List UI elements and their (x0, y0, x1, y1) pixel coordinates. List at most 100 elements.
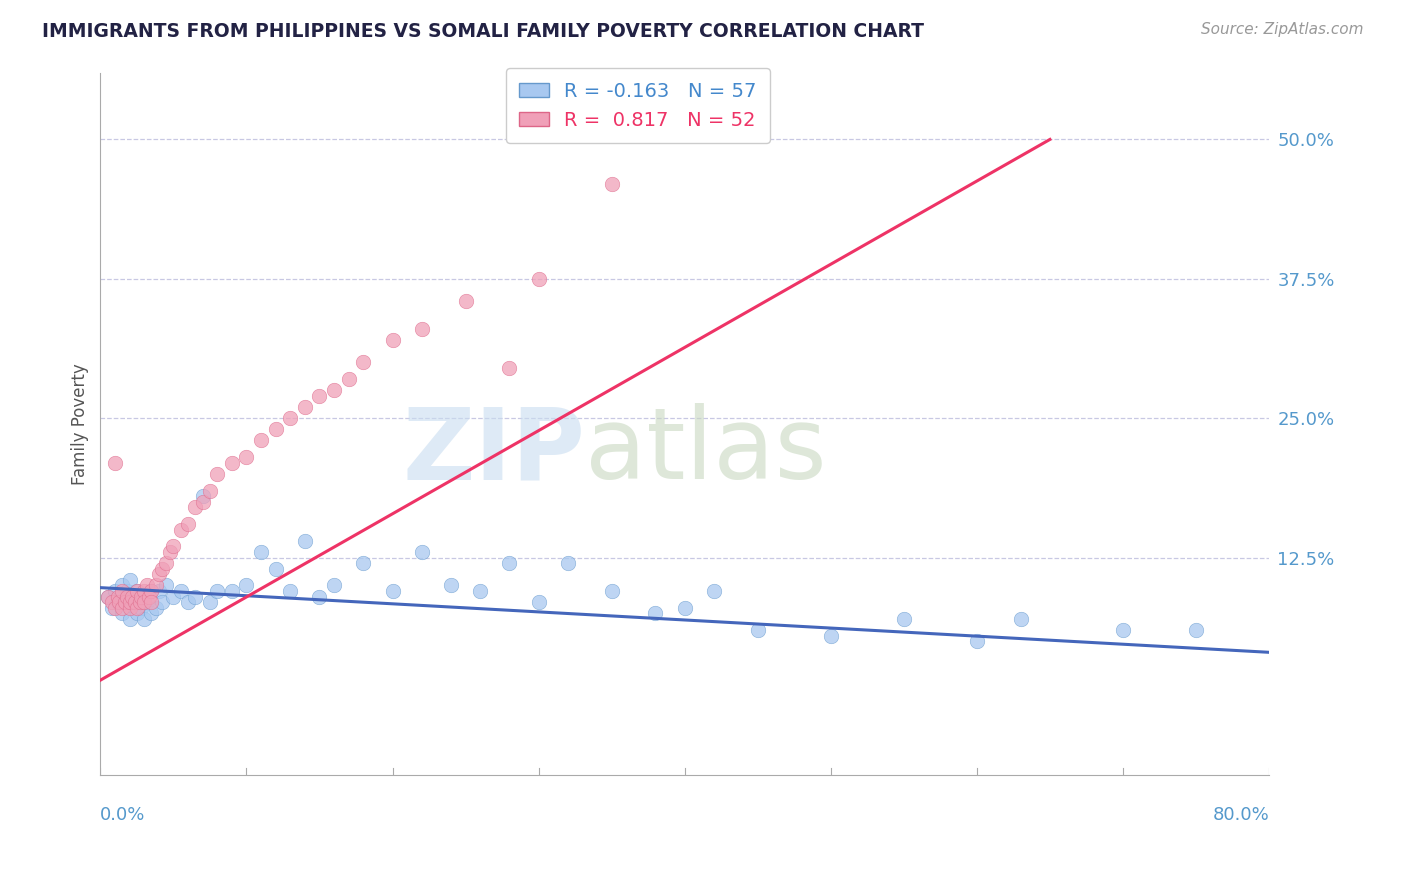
Point (148, 567, 170, 582)
Point (308, 389, 330, 403)
Point (125, 584, 148, 599)
Point (644, 607, 666, 621)
Y-axis label: Family Poverty: Family Poverty (72, 363, 89, 484)
Point (104, 456, 127, 470)
Point (145, 578, 167, 592)
Point (294, 400, 316, 414)
Point (527, 595, 550, 609)
Point (107, 590, 129, 604)
Point (124, 595, 146, 609)
Point (264, 422, 287, 436)
Point (337, 372, 360, 386)
Point (129, 600, 152, 615)
Point (440, 578, 463, 592)
Point (141, 584, 163, 599)
Point (134, 595, 156, 609)
Text: Source: ZipAtlas.com: Source: ZipAtlas.com (1201, 22, 1364, 37)
Point (129, 590, 152, 604)
Point (1010, 612, 1032, 626)
Point (221, 456, 243, 470)
Point (118, 573, 141, 587)
Point (191, 495, 214, 509)
Point (108, 595, 131, 609)
Point (114, 595, 136, 609)
Point (381, 584, 404, 599)
Point (101, 600, 124, 615)
Point (97, 590, 120, 604)
Point (177, 595, 200, 609)
Point (470, 584, 492, 599)
Point (136, 578, 159, 592)
Point (221, 584, 243, 599)
Legend: R = -0.163   N = 57, R =  0.817   N = 52: R = -0.163 N = 57, R = 0.817 N = 52 (506, 68, 770, 143)
Point (198, 595, 221, 609)
Point (104, 600, 127, 615)
Point (125, 607, 148, 621)
Point (141, 584, 163, 599)
Point (308, 590, 330, 604)
Point (155, 578, 177, 592)
Point (184, 500, 207, 515)
Point (162, 540, 184, 554)
Point (162, 590, 184, 604)
Point (118, 595, 141, 609)
Point (498, 361, 520, 376)
Point (101, 595, 124, 609)
Point (294, 533, 316, 548)
Text: ZIP: ZIP (402, 403, 585, 500)
Point (527, 272, 550, 286)
Point (159, 545, 181, 559)
Point (145, 600, 167, 615)
Point (278, 584, 301, 599)
Point (114, 595, 136, 609)
Point (198, 483, 221, 498)
Point (703, 584, 725, 599)
Point (134, 612, 156, 626)
Point (177, 517, 200, 532)
Point (250, 545, 273, 559)
Point (747, 623, 769, 637)
Point (1185, 623, 1208, 637)
Point (138, 590, 160, 604)
Point (893, 612, 915, 626)
Point (141, 595, 163, 609)
Point (128, 595, 150, 609)
Point (111, 584, 134, 599)
Point (820, 629, 842, 643)
Point (411, 322, 433, 336)
Point (125, 600, 148, 615)
Point (97, 590, 120, 604)
Point (148, 584, 170, 599)
Point (118, 600, 141, 615)
Point (134, 584, 156, 599)
Point (115, 590, 138, 604)
Point (278, 411, 301, 425)
Point (323, 384, 346, 398)
Point (191, 489, 214, 503)
Point (115, 584, 138, 599)
Text: atlas: atlas (585, 403, 827, 500)
Point (111, 607, 134, 621)
Point (352, 355, 374, 369)
Point (170, 584, 193, 599)
Point (966, 634, 988, 648)
Point (134, 590, 156, 604)
Point (1112, 623, 1135, 637)
Point (498, 556, 520, 570)
Point (673, 600, 696, 615)
Point (104, 584, 127, 599)
Point (250, 434, 273, 448)
Point (107, 595, 129, 609)
Point (111, 600, 134, 615)
Text: IMMIGRANTS FROM PHILIPPINES VS SOMALI FAMILY POVERTY CORRELATION CHART: IMMIGRANTS FROM PHILIPPINES VS SOMALI FA… (42, 22, 924, 41)
Point (150, 595, 173, 609)
Text: 0.0%: 0.0% (100, 806, 146, 824)
Point (264, 562, 287, 576)
Point (323, 578, 346, 592)
Point (121, 590, 143, 604)
Point (235, 578, 257, 592)
Point (381, 333, 404, 347)
Point (150, 562, 173, 576)
Point (141, 607, 163, 621)
Point (111, 578, 134, 592)
